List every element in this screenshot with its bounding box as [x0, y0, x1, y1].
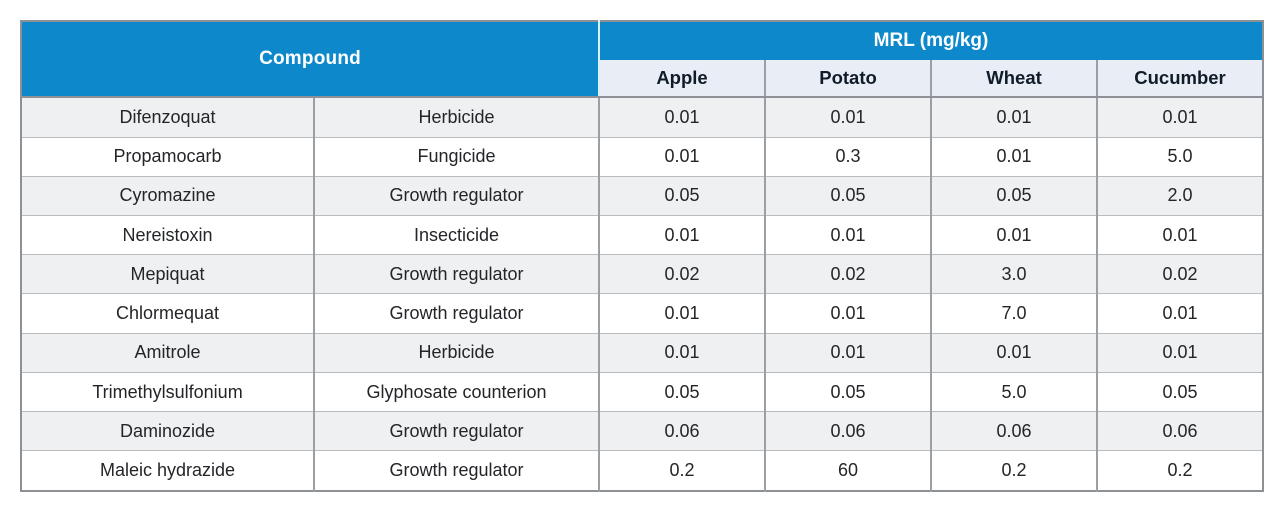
- mrl-value-cell: 3.0: [930, 254, 1098, 294]
- compound-category-cell: Herbicide: [312, 96, 600, 138]
- mrl-value-cell: 0.01: [930, 332, 1098, 373]
- mrl-value-cell: 0.01: [598, 96, 766, 138]
- mrl-value-cell: 0.01: [764, 96, 932, 138]
- mrl-value-cell: 0.01: [598, 215, 766, 255]
- mrl-value-cell: 0.06: [764, 411, 932, 451]
- mrl-value-cell: 0.2: [1096, 450, 1264, 491]
- table-row: Difenzoquat Herbicide 0.01 0.01 0.01 0.0…: [21, 96, 1264, 138]
- table-row: Chlormequat Growth regulator 0.01 0.01 7…: [21, 293, 1264, 334]
- mrl-value-cell: 0.05: [764, 371, 932, 412]
- crop-column-header-apple: Apple: [599, 60, 766, 98]
- compound-name-cell: Chlormequat: [21, 293, 314, 334]
- mrl-value-cell: 0.01: [1096, 215, 1264, 255]
- table-row: Amitrole Herbicide 0.01 0.01 0.01 0.01: [21, 332, 1264, 373]
- mrl-value-cell: 0.05: [1096, 371, 1264, 412]
- mrl-value-cell: 0.01: [598, 136, 766, 177]
- compound-category-cell: Insecticide: [312, 215, 600, 255]
- compound-name-cell: Propamocarb: [21, 136, 314, 177]
- table-row: Daminozide Growth regulator 0.06 0.06 0.…: [21, 411, 1264, 451]
- table-row: Nereistoxin Insecticide 0.01 0.01 0.01 0…: [21, 215, 1264, 255]
- mrl-value-cell: 0.01: [930, 136, 1098, 177]
- crop-column-header-cucumber: Cucumber: [1096, 60, 1264, 98]
- compound-name-cell: Amitrole: [21, 332, 314, 373]
- compound-name-cell: Maleic hydrazide: [21, 450, 314, 491]
- mrl-value-cell: 0.01: [764, 293, 932, 334]
- mrl-value-cell: 0.05: [930, 175, 1098, 216]
- compound-category-cell: Glyphosate counterion: [312, 371, 600, 412]
- mrl-value-cell: 0.05: [764, 175, 932, 216]
- compound-category-cell: Growth regulator: [312, 450, 600, 491]
- mrl-value-cell: 0.06: [930, 411, 1098, 451]
- mrl-value-cell: 2.0: [1096, 175, 1264, 216]
- mrl-value-cell: 0.06: [1096, 411, 1264, 451]
- table-row: Cyromazine Growth regulator 0.05 0.05 0.…: [21, 175, 1264, 216]
- mrl-value-cell: 5.0: [930, 371, 1098, 412]
- group-header-row: Compound MRL (mg/kg): [21, 21, 1264, 98]
- mrl-value-cell: 0.06: [598, 411, 766, 451]
- mrl-value-cell: 0.01: [930, 215, 1098, 255]
- compound-category-cell: Fungicide: [312, 136, 600, 177]
- compound-category-cell: Growth regulator: [312, 293, 600, 334]
- crop-header-row: Apple Potato Wheat Cucumber: [21, 60, 1264, 98]
- compound-category-cell: Herbicide: [312, 332, 600, 373]
- mrl-table: Compound MRL (mg/kg) Apple Potato Wheat …: [20, 20, 1265, 492]
- mrl-value-cell: 0.01: [1096, 332, 1264, 373]
- mrl-value-cell: 0.05: [598, 371, 766, 412]
- table-row: Trimethylsulfonium Glyphosate counterion…: [21, 371, 1264, 412]
- table-row: Propamocarb Fungicide 0.01 0.3 0.01 5.0: [21, 136, 1264, 177]
- compound-name-cell: Trimethylsulfonium: [21, 371, 314, 412]
- mrl-group-header: MRL (mg/kg): [599, 21, 1264, 61]
- mrl-value-cell: 0.01: [1096, 96, 1264, 138]
- mrl-value-cell: 7.0: [930, 293, 1098, 334]
- pesticide-mrl-table: Compound MRL (mg/kg) Apple Potato Wheat …: [20, 20, 1265, 492]
- table-row: Mepiquat Growth regulator 0.02 0.02 3.0 …: [21, 254, 1264, 294]
- mrl-value-cell: 0.02: [598, 254, 766, 294]
- compound-name-cell: Cyromazine: [21, 175, 314, 216]
- compound-name-cell: Nereistoxin: [21, 215, 314, 255]
- compound-name-cell: Difenzoquat: [21, 96, 314, 138]
- compound-category-cell: Growth regulator: [312, 254, 600, 294]
- mrl-value-cell: 0.01: [598, 332, 766, 373]
- compound-category-cell: Growth regulator: [312, 175, 600, 216]
- compound-name-cell: Mepiquat: [21, 254, 314, 294]
- mrl-value-cell: 0.2: [930, 450, 1098, 491]
- table-row: Maleic hydrazide Growth regulator 0.2 60…: [21, 450, 1264, 491]
- mrl-value-cell: 0.02: [764, 254, 932, 294]
- mrl-value-cell: 0.3: [764, 136, 932, 177]
- mrl-value-cell: 0.05: [598, 175, 766, 216]
- mrl-value-cell: 60: [764, 450, 932, 491]
- mrl-value-cell: 0.02: [1096, 254, 1264, 294]
- mrl-value-cell: 0.01: [764, 215, 932, 255]
- crop-column-header-wheat: Wheat: [930, 60, 1098, 98]
- mrl-value-cell: 0.01: [930, 96, 1098, 138]
- compound-name-cell: Daminozide: [21, 411, 314, 451]
- crop-column-header-potato: Potato: [764, 60, 932, 98]
- mrl-value-cell: 0.01: [1096, 293, 1264, 334]
- mrl-value-cell: 0.2: [598, 450, 766, 491]
- mrl-value-cell: 0.01: [764, 332, 932, 373]
- mrl-value-cell: 5.0: [1096, 136, 1264, 177]
- mrl-value-cell: 0.01: [598, 293, 766, 334]
- compound-header: Compound: [21, 21, 601, 98]
- compound-category-cell: Growth regulator: [312, 411, 600, 451]
